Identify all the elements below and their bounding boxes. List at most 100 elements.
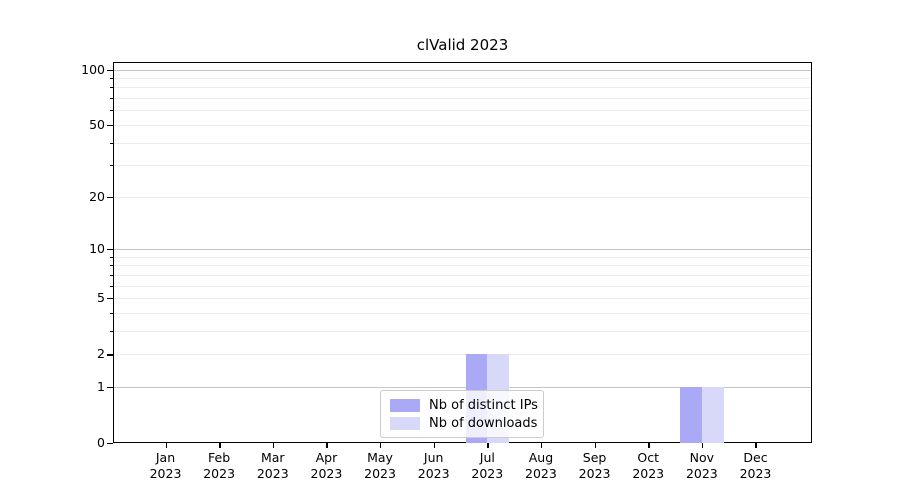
x-tick-label-line: 2023 (471, 465, 504, 481)
gridline-minor (114, 354, 811, 356)
y-tick (107, 298, 113, 300)
x-tick-label-line: 2023 (685, 465, 718, 481)
x-tick (272, 443, 275, 448)
bar-distinct-ips (680, 386, 702, 443)
legend-item-distinct-ips: Nb of distinct IPs (390, 398, 538, 413)
x-tick-label-line: 2023 (149, 465, 182, 481)
y-tick-label: 50 (89, 116, 105, 132)
x-tick-label-line: 2023 (364, 465, 396, 481)
x-tick (648, 443, 650, 448)
chart-title: clValid 2023 (416, 36, 509, 54)
gridline-minor (114, 165, 811, 167)
x-tick (219, 443, 221, 448)
x-tick (487, 443, 489, 448)
gridline-minor (114, 274, 811, 276)
legend-label-downloads: Nb of downloads (429, 415, 538, 431)
x-tick (540, 443, 543, 448)
x-tick-label-line: Nov (689, 450, 715, 465)
gridline-minor (114, 312, 811, 314)
y-minor-tick (110, 78, 113, 80)
gridline-minor (114, 330, 811, 332)
gridline-major (114, 69, 811, 71)
x-tick-label-line: Jun (423, 450, 444, 465)
y-minor-tick (110, 265, 113, 267)
x-tick-label: Dec 2023 (710, 450, 800, 481)
y-tick (107, 354, 113, 356)
y-tick-label: 100 (81, 61, 105, 77)
y-minor-tick (110, 87, 113, 89)
legend-swatch-distinct-ips (390, 398, 420, 412)
y-minor-tick (110, 274, 113, 276)
x-tick-label: Oct 2023 (603, 450, 693, 481)
y-tick (107, 386, 113, 389)
x-tick-label-line: 2023 (739, 465, 772, 481)
legend-label-distinct-ips: Nb of distinct IPs (429, 397, 538, 413)
x-tick (380, 443, 382, 448)
x-tick-label-line: 2023 (632, 465, 665, 481)
y-minor-tick (110, 110, 113, 112)
bar-downloads (701, 386, 724, 443)
gridline-major (114, 249, 811, 250)
x-tick-label: Aug 2023 (496, 450, 586, 481)
legend-swatch-downloads (390, 416, 420, 430)
y-minor-tick (110, 330, 113, 332)
y-tick (107, 249, 113, 251)
gridline-minor (114, 196, 811, 198)
y-tick-label: 2 (97, 346, 105, 362)
y-tick-label: 20 (89, 188, 105, 204)
y-minor-tick (110, 285, 113, 287)
gridline-minor (114, 142, 811, 144)
x-tick-label: May 2023 (335, 450, 425, 481)
x-tick-label-line: Dec (743, 450, 768, 465)
gridline-minor (114, 265, 811, 267)
y-tick (107, 196, 113, 199)
x-tick-label: Jun 2023 (389, 450, 479, 481)
y-tick (107, 124, 113, 127)
x-tick (755, 443, 757, 448)
x-tick-label-line: May (367, 450, 393, 465)
y-minor-tick (110, 256, 113, 258)
x-tick-label-line: Jul (479, 450, 495, 465)
x-tick-label-line: Mar (260, 450, 285, 465)
y-tick-label: 0 (97, 435, 105, 450)
y-minor-tick (110, 142, 113, 144)
y-tick (107, 69, 113, 72)
x-tick-label-line: 2023 (203, 465, 236, 481)
x-tick-label-line: Feb (208, 450, 231, 465)
x-tick (701, 443, 704, 448)
x-tick-label-line: 2023 (578, 465, 611, 481)
x-tick-label: Apr 2023 (281, 450, 371, 481)
y-minor-tick (110, 312, 113, 314)
plot-area (113, 62, 812, 443)
gridline-minor (114, 110, 811, 112)
gridline-major (114, 386, 811, 388)
gridline-minor (114, 87, 811, 89)
x-tick-label: Mar 2023 (228, 450, 318, 481)
x-tick-label: Jul 2023 (442, 450, 532, 481)
x-tick-label: Feb 2023 (174, 450, 264, 481)
y-tick-label: 1 (97, 378, 105, 394)
x-tick-label-line: Oct (637, 450, 660, 465)
y-tick-label: 5 (97, 290, 105, 306)
gridline-minor (114, 124, 811, 126)
x-tick-label-line: 2023 (525, 465, 557, 481)
x-tick-label: Jan 2023 (121, 450, 211, 481)
legend-item-downloads: Nb of downloads (390, 415, 538, 431)
legend: Nb of distinct IPs Nb of downloads (380, 390, 544, 438)
y-tick (107, 443, 113, 445)
x-tick-label-line: Jan (155, 450, 176, 465)
gridline-minor (114, 285, 811, 287)
x-tick-label-line: Aug (528, 450, 554, 465)
y-minor-tick (110, 98, 113, 100)
y-tick-label: 10 (89, 241, 105, 256)
x-tick (433, 443, 436, 448)
gridline-minor (114, 256, 811, 258)
x-tick-label-line: 2023 (310, 465, 343, 481)
x-tick (326, 443, 328, 448)
gridline-minor (114, 298, 811, 300)
gridline-minor (114, 78, 811, 80)
x-tick (594, 443, 596, 448)
x-tick-label-line: 2023 (417, 465, 450, 481)
x-tick-label: Sep 2023 (550, 450, 640, 481)
y-minor-tick (110, 165, 113, 167)
